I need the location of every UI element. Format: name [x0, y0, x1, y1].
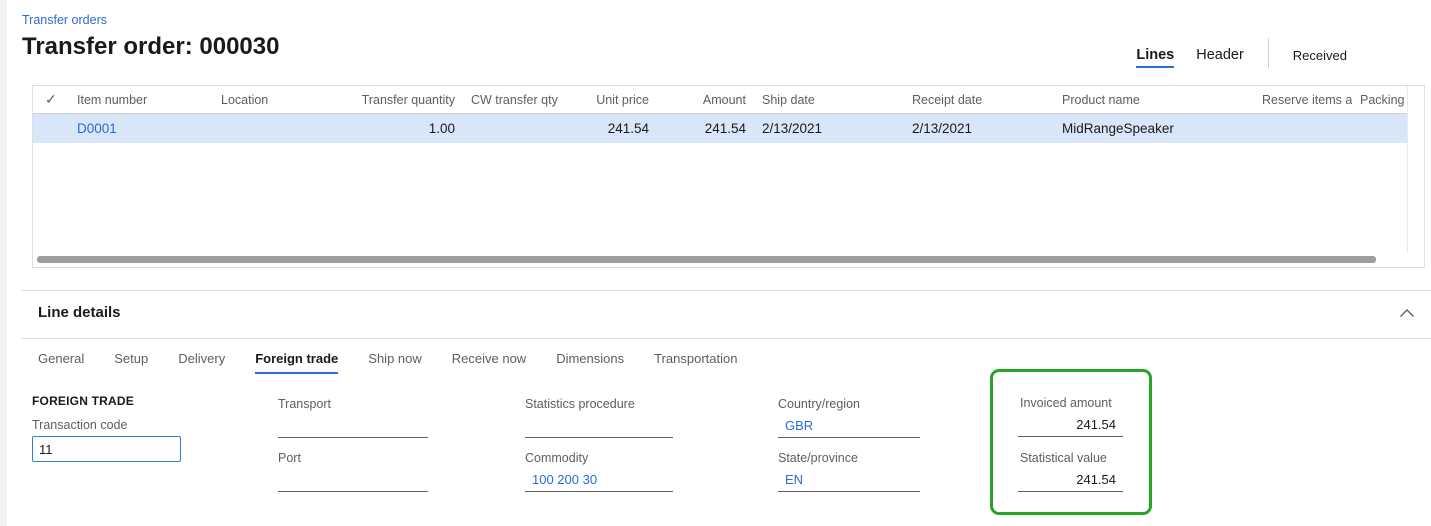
line-details-tabs: General Setup Delivery Foreign trade Shi… [38, 351, 737, 374]
cell-receipt-date: 2/13/2021 [912, 121, 973, 136]
green-highlight-box [990, 369, 1152, 515]
line-details-section: Line details General Setup Delivery Fore… [21, 290, 1431, 526]
transfer-lines-grid: ✓ Item number Location Transfer quantity… [32, 85, 1425, 268]
tab-dimensions[interactable]: Dimensions [556, 351, 625, 366]
statistical-value-value[interactable]: 241.54 [1018, 467, 1123, 492]
col-ship-date[interactable]: Ship date [762, 92, 815, 107]
breadcrumb[interactable]: Transfer orders [22, 13, 107, 27]
tab-header[interactable]: Header [1196, 47, 1244, 63]
commodity-field: Commodity 100 200 30 [525, 451, 673, 492]
page-title: Transfer order: 000030 [22, 33, 280, 60]
col-cw-transfer-qty[interactable]: CW transfer qty [471, 92, 558, 107]
line-details-title: Line details [38, 304, 121, 321]
statistics-procedure-input[interactable] [525, 413, 673, 438]
tab-delivery[interactable]: Delivery [178, 351, 226, 366]
col-reserve-items[interactable]: Reserve items a... [1262, 92, 1352, 107]
statistics-procedure-field: Statistics procedure [525, 397, 673, 438]
port-input[interactable] [278, 467, 428, 492]
horizontal-scrollbar[interactable] [37, 256, 1376, 263]
col-transfer-quantity[interactable]: Transfer quantity [361, 92, 455, 107]
grid-header-row: ✓ Item number Location Transfer quantity… [33, 86, 1407, 114]
transport-label: Transport [278, 397, 332, 411]
tab-lines[interactable]: Lines [1136, 47, 1175, 68]
page-left-edge [0, 0, 7, 526]
country-region-link[interactable]: GBR [778, 413, 920, 438]
transaction-code-label: Transaction code [32, 418, 128, 432]
statistical-value-label: Statistical value [1020, 451, 1107, 465]
col-amount[interactable]: Amount [702, 92, 746, 107]
table-row[interactable]: D0001 1.00 241.54 241.54 2/13/2021 2/13/… [33, 114, 1407, 143]
statistical-value-field: Statistical value 241.54 [1018, 451, 1123, 492]
transport-field: Transport [278, 397, 428, 438]
col-product-name[interactable]: Product name [1062, 92, 1140, 107]
cell-unit-price: 241.54 [607, 121, 649, 136]
commodity-link[interactable]: 100 200 30 [525, 467, 673, 492]
cell-amount: 241.54 [704, 121, 746, 136]
invoiced-amount-label: Invoiced amount [1020, 396, 1112, 410]
col-unit-price[interactable]: Unit price [596, 92, 649, 107]
transaction-code-input[interactable] [32, 436, 181, 462]
state-province-link[interactable]: EN [778, 467, 920, 492]
state-province-field: State/province EN [778, 451, 920, 492]
item-number-link[interactable]: D0001 [77, 121, 117, 136]
commodity-label: Commodity [525, 451, 589, 465]
tab-ship-now[interactable]: Ship now [368, 351, 422, 366]
tab-general[interactable]: General [38, 351, 85, 366]
grid-scroll-area: ✓ Item number Location Transfer quantity… [33, 86, 1408, 253]
col-receipt-date[interactable]: Receipt date [912, 92, 983, 107]
cell-product-name: MidRangeSpeaker [1062, 121, 1174, 136]
port-field: Port [278, 451, 428, 492]
tab-setup[interactable]: Setup [114, 351, 149, 366]
col-location[interactable]: Location [221, 92, 269, 107]
tab-receive-now[interactable]: Receive now [451, 351, 527, 366]
country-region-field: Country/region GBR [778, 397, 920, 438]
cell-ship-date: 2/13/2021 [762, 121, 823, 136]
foreign-trade-heading: FOREIGN TRADE [32, 394, 134, 408]
col-item-number[interactable]: Item number [77, 92, 148, 107]
invoiced-amount-field: Invoiced amount 241.54 [1018, 396, 1123, 437]
tab-transportation[interactable]: Transportation [654, 351, 738, 366]
transport-input[interactable] [278, 413, 428, 438]
statistics-procedure-label: Statistics procedure [525, 397, 635, 411]
country-region-label: Country/region [778, 397, 860, 411]
port-label: Port [278, 451, 301, 465]
tab-received[interactable]: Received [1292, 48, 1347, 63]
cell-transfer-quantity: 1.00 [428, 121, 455, 136]
tab-foreign-trade[interactable]: Foreign trade [255, 351, 339, 374]
col-packing-qty[interactable]: Packing qu... [1360, 92, 1407, 107]
invoiced-amount-value[interactable]: 241.54 [1018, 412, 1123, 437]
select-all-checkmark-icon[interactable]: ✓ [45, 91, 57, 107]
view-switcher: Lines Header Received [1136, 38, 1347, 68]
state-province-label: State/province [778, 451, 858, 465]
chevron-up-icon[interactable] [1395, 301, 1419, 325]
tab-divider [1267, 38, 1269, 68]
divider [21, 338, 1431, 339]
